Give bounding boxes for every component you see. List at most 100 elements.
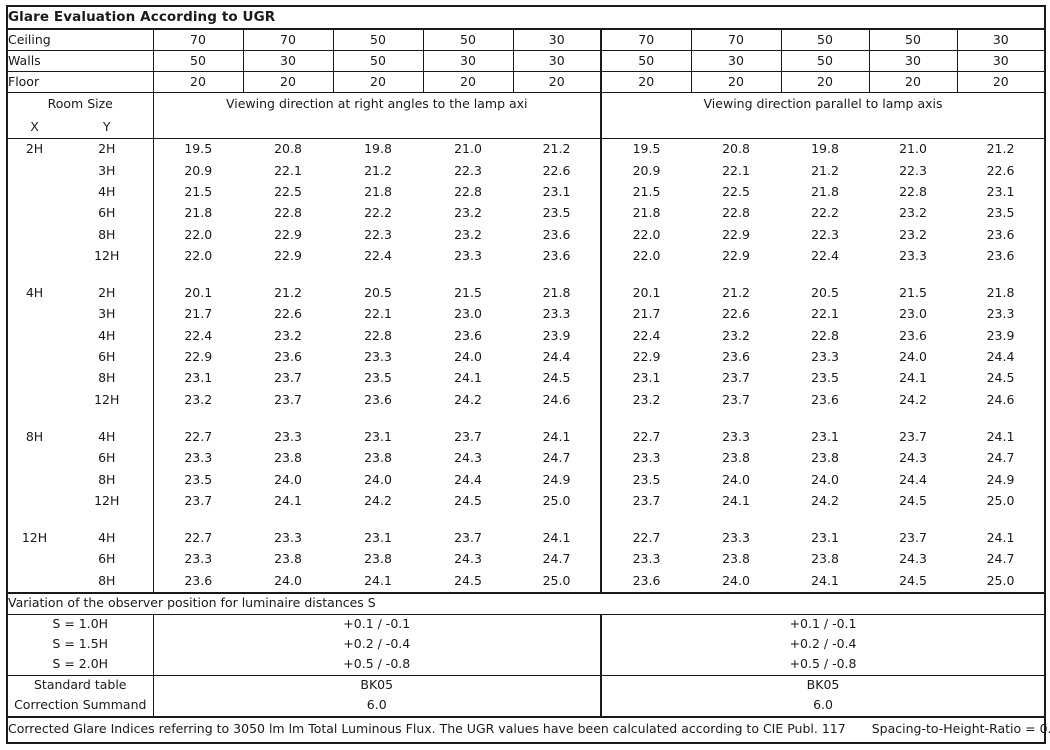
ugr-value-perpendicular: 23.7	[274, 370, 302, 386]
table-title: Glare Evaluation According to UGR	[5, 5, 1047, 29]
ugr-value-perpendicular: 24.0	[274, 471, 302, 487]
ugr-value-perpendicular: 22.7	[184, 530, 213, 546]
block-separator-x	[6, 266, 61, 283]
ugr-value-parallel: 23.7	[722, 391, 750, 407]
variation-value-parallel: +0.5 / -0.8	[601, 654, 1047, 676]
variation-label: S = 2.0H	[6, 654, 154, 676]
variation-row: S = 1.0H +0.1 / -0.1 +0.1 / -0.1	[6, 614, 1047, 635]
reflectance-value: 50	[333, 28, 424, 51]
ugr-value-perpendicular: 21.7	[184, 306, 213, 322]
room-size-y: 3H	[61, 160, 154, 182]
room-size-x	[6, 570, 61, 593]
ugr-value-parallel: 22.9	[722, 247, 750, 263]
data-row: 6H 21.8 22.8 22.2 23.2 23.5 21.8 22.8 22.2 23.2 23…	[6, 202, 1047, 225]
reflectance-value: 20	[153, 71, 244, 93]
footnote: Corrected Glare Indices referring to 305…	[5, 716, 1050, 744]
ugr-value-parallel: 23.3	[632, 551, 661, 567]
variation-label: S = 1.0H	[6, 614, 154, 635]
reflectance-value: 20	[333, 71, 424, 93]
ugr-value-parallel: 24.5	[957, 367, 1047, 390]
ugr-value-parallel: 23.6	[811, 391, 839, 407]
ugr-value-perpendicular: 24.2	[364, 492, 392, 508]
reflectance-value: 50	[601, 50, 692, 72]
reflectance-value: 20	[869, 71, 958, 93]
footnote-part2: Spacing-to-Height-Ratio = 0.25.	[871, 721, 1050, 737]
ugr-value-perpendicular: 21.5	[184, 183, 213, 199]
block-separator-y	[61, 511, 154, 528]
ugr-value-parallel: 23.3	[899, 247, 927, 263]
data-row: 3H 20.9 22.1 21.2 22.3 22.6 20.9 22.1 21.2 22.3 22…	[6, 160, 1047, 182]
ugr-value-perpendicular: 23.9	[513, 325, 602, 347]
ugr-value-parallel: 23.6	[722, 349, 750, 365]
ugr-value-perpendicular: 24.5	[513, 367, 602, 390]
ugr-value-parallel: 24.1	[957, 527, 1047, 550]
reflectance-value: 30	[243, 50, 334, 72]
data-row: 8H 4H 22.7 23.3 23.1 23.7 24.1 22.7 23.3 23.1 23.7…	[6, 426, 1047, 448]
variation-title: Variation of the observer position for l…	[5, 591, 1047, 615]
ugr-value-perpendicular: 23.6	[513, 245, 602, 267]
reflectance-row-ceiling: Ceiling 70 70 50 50 30 70 70 50 50 30	[6, 28, 1047, 51]
data-row: 12H 4H 22.7 23.3 23.1 23.7 24.1 22.7 23.3 23.1 23.…	[6, 527, 1047, 550]
reflectance-value: 30	[869, 50, 958, 72]
block-separator-right	[601, 410, 1047, 427]
axis-y-label: Y	[61, 116, 154, 139]
data-row: 8H 23.5 24.0 24.0 24.4 24.9 23.5 24.0 24.0 24.4 24…	[6, 469, 1047, 491]
room-size-y: 8H	[61, 570, 154, 593]
ugr-value-perpendicular: 22.7	[184, 428, 213, 444]
ugr-value-parallel: 22.3	[811, 226, 839, 242]
ugr-value-perpendicular: 23.8	[364, 551, 392, 567]
ugr-value-parallel: 23.3	[632, 450, 661, 466]
reflectance-value: 50	[423, 28, 514, 51]
ugr-value-perpendicular: 23.3	[364, 349, 392, 365]
ugr-value-perpendicular: 23.1	[513, 181, 602, 203]
data-row: 4H 2H 20.1 21.2 20.5 21.5 21.8 20.1 21.2 20.5 21.5…	[6, 282, 1047, 305]
ugr-value-perpendicular: 23.1	[364, 530, 392, 546]
reflectance-value: 20	[601, 71, 692, 93]
ugr-value-parallel: 22.6	[722, 306, 750, 322]
reflectance-value: 70	[243, 28, 334, 51]
room-size-y: 4H	[61, 527, 154, 550]
block-separator-y	[61, 266, 154, 283]
block-separator-right	[601, 511, 1047, 528]
viewing-direction-parallel-label: Viewing direction parallel to lamp axis	[601, 92, 1047, 116]
room-size-y: 3H	[61, 304, 154, 326]
ugr-value-perpendicular: 22.1	[274, 162, 302, 178]
variation-title-row: Variation of the observer position for l…	[5, 591, 1047, 615]
room-size-x: 2H	[6, 138, 61, 161]
variation-value-parallel: +0.2 / -0.4	[601, 634, 1047, 655]
ugr-value-perpendicular: 20.5	[364, 285, 392, 301]
reflectance-value: 20	[691, 71, 782, 93]
reflectance-label: Ceiling	[6, 28, 154, 51]
ugr-value-parallel: 24.6	[957, 389, 1047, 411]
correction-summand-label: Correction Summand	[6, 695, 154, 718]
ugr-value-perpendicular: 23.6	[454, 327, 482, 343]
ugr-value-perpendicular: 24.4	[513, 346, 602, 368]
room-size-y: 6H	[61, 202, 154, 225]
reflectance-value: 70	[691, 28, 782, 51]
ugr-value-perpendicular: 22.1	[364, 306, 392, 322]
ugr-value-perpendicular: 24.1	[513, 527, 602, 550]
ugr-value-perpendicular: 23.3	[454, 247, 482, 263]
room-size-y: 6H	[61, 549, 154, 571]
block-separator-y	[61, 410, 154, 427]
variation-value-perpendicular: +0.1 / -0.1	[153, 614, 602, 635]
room-size-y: 2H	[61, 282, 154, 305]
ugr-value-parallel: 24.5	[899, 492, 927, 508]
data-row: 4H 21.5 22.5 21.8 22.8 23.1 21.5 22.5 21.8 22.8 23…	[6, 181, 1047, 203]
reflectance-value: 30	[957, 50, 1047, 72]
viewing-direction-perpendicular-label: Viewing direction at right angles to the…	[153, 92, 602, 116]
correction-summand-row: Correction Summand 6.0 6.0	[6, 695, 1047, 718]
ugr-value-perpendicular: 23.7	[454, 530, 482, 546]
data-row: 4H 22.4 23.2 22.8 23.6 23.9 22.4 23.2 22.8 23.6 23…	[6, 325, 1047, 347]
ugr-value-parallel: 23.7	[899, 428, 927, 444]
ugr-value-perpendicular: 23.3	[513, 304, 602, 326]
title-row: Glare Evaluation According to UGR	[5, 5, 1047, 29]
ugr-value-perpendicular: 21.2	[364, 162, 392, 178]
ugr-value-parallel: 21.8	[632, 205, 661, 221]
ugr-value-parallel: 21.5	[632, 183, 661, 199]
ugr-glare-evaluation-table: Glare Evaluation According to UGR Ceiling…	[5, 5, 1050, 744]
ugr-value-parallel: 23.1	[811, 530, 839, 546]
ugr-value-parallel: 23.7	[632, 492, 661, 508]
ugr-value-parallel: 22.4	[632, 327, 661, 343]
ugr-value-perpendicular: 23.6	[513, 224, 602, 246]
